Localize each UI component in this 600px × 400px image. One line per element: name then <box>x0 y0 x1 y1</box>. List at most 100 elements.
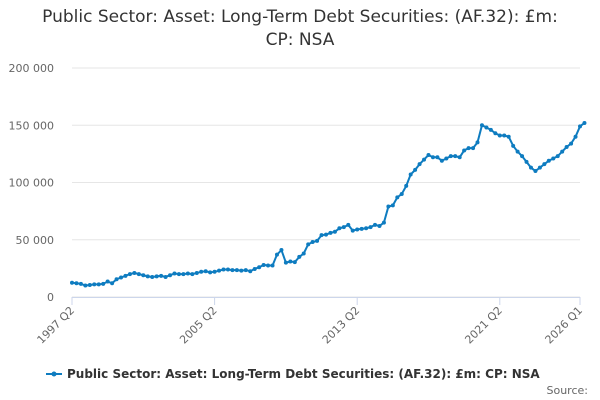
data-point <box>319 233 324 238</box>
data-point <box>350 228 355 233</box>
data-point <box>199 269 204 274</box>
data-point <box>408 172 413 177</box>
data-point <box>390 203 395 208</box>
data-point <box>404 183 409 188</box>
data-point <box>168 273 173 278</box>
data-point <box>364 226 369 231</box>
data-point <box>573 134 578 139</box>
data-point <box>87 282 92 287</box>
data-point <box>217 268 222 273</box>
data-point <box>444 156 449 161</box>
data-point <box>413 167 418 172</box>
data-point <box>422 157 427 162</box>
data-point <box>257 265 262 270</box>
data-point <box>145 274 150 279</box>
data-point <box>497 133 502 138</box>
data-point <box>239 268 244 273</box>
data-point <box>119 275 124 280</box>
data-point <box>430 155 435 160</box>
data-point <box>261 262 266 267</box>
y-tick-label: 50 000 <box>16 234 55 247</box>
data-point <box>306 242 311 247</box>
data-point <box>190 272 195 277</box>
data-point <box>159 273 164 278</box>
data-point <box>475 140 480 145</box>
y-tick-label: 150 000 <box>9 119 55 132</box>
data-point <box>315 238 320 243</box>
data-point <box>243 268 248 273</box>
data-point <box>78 281 83 286</box>
data-point <box>270 263 275 268</box>
data-point <box>328 230 333 235</box>
data-point <box>439 158 444 163</box>
data-point <box>114 277 119 282</box>
data-point <box>426 153 431 158</box>
data-point <box>560 149 565 154</box>
x-tick-label: 1997 Q2 <box>35 304 78 347</box>
data-point <box>337 226 342 231</box>
data-point <box>212 269 217 274</box>
chart-title: Public Sector: Asset: Long-Term Debt Sec… <box>42 7 558 50</box>
data-point <box>341 225 346 230</box>
data-point <box>141 273 146 278</box>
data-point <box>471 146 476 151</box>
data-point <box>537 165 542 170</box>
data-point <box>386 204 391 209</box>
legend-label: Public Sector: Asset: Long-Term Debt Sec… <box>67 367 540 381</box>
data-point <box>274 252 279 257</box>
data-point <box>435 155 440 160</box>
data-point <box>368 225 373 230</box>
data-point <box>511 143 516 148</box>
x-tick-label: 2005 Q2 <box>177 304 220 347</box>
data-point <box>542 162 547 167</box>
data-point <box>225 267 230 272</box>
data-point <box>203 269 208 274</box>
data-point <box>346 222 351 227</box>
data-point <box>194 270 199 275</box>
data-point <box>569 141 574 146</box>
data-point <box>283 260 288 265</box>
data-point <box>502 133 507 138</box>
y-tick-label: 100 000 <box>9 177 55 190</box>
data-point <box>105 279 110 284</box>
data-point <box>136 272 141 277</box>
data-point <box>252 266 257 271</box>
x-tick-label: 2021 Q2 <box>462 304 505 347</box>
data-point <box>528 165 533 170</box>
data-point <box>506 134 511 139</box>
data-point <box>96 282 101 287</box>
data-point <box>533 169 538 174</box>
y-tick-label: 200 000 <box>9 62 55 75</box>
data-point <box>377 224 382 229</box>
data-point <box>297 254 302 259</box>
data-point <box>208 270 213 275</box>
data-point <box>221 267 226 272</box>
data-point <box>555 154 560 159</box>
data-point <box>74 281 79 286</box>
data-point <box>292 260 297 265</box>
data-point <box>123 273 128 278</box>
x-tick-label: 2013 Q2 <box>320 304 363 347</box>
data-point <box>172 271 177 276</box>
data-point <box>324 232 328 237</box>
data-point <box>83 283 88 288</box>
data-point <box>230 268 235 273</box>
data-point <box>288 259 293 264</box>
data-point <box>163 274 168 279</box>
data-point <box>395 195 400 200</box>
data-point <box>101 281 106 286</box>
data-point <box>176 272 181 277</box>
data-point <box>127 272 132 277</box>
data-point <box>520 154 525 159</box>
data-point <box>453 154 458 159</box>
data-point <box>154 274 159 279</box>
data-point <box>248 269 253 274</box>
data-point <box>457 155 462 160</box>
data-point <box>310 240 315 245</box>
data-point <box>181 272 186 277</box>
data-point <box>150 274 155 279</box>
data-point <box>332 229 337 234</box>
data-point <box>92 282 97 287</box>
data-point <box>462 148 467 153</box>
